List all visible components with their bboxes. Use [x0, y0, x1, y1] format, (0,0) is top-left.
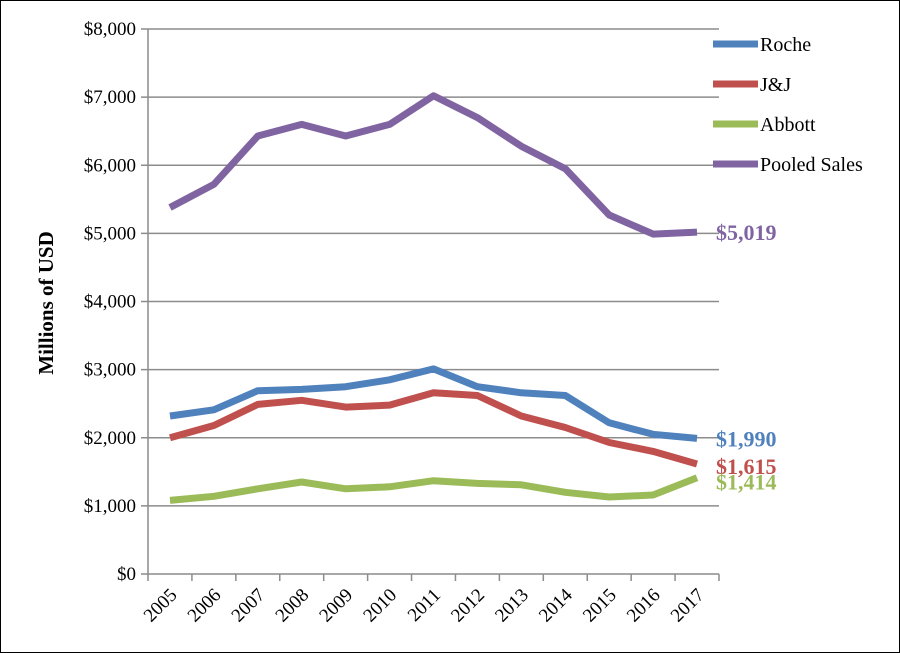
y-tick-label: $2,000 [84, 428, 136, 449]
y-tick-label: $4,000 [84, 292, 136, 313]
x-tick-label: 2011 [404, 585, 445, 626]
y-tick-label: $7,000 [84, 87, 136, 108]
x-tick-label: 2005 [140, 585, 182, 627]
x-tick-label: 2015 [579, 585, 621, 627]
legend-label-roche: Roche [760, 34, 811, 56]
y-tick-label: $1,000 [84, 496, 136, 517]
x-tick-label: 2017 [667, 585, 709, 627]
x-tick-label: 2008 [272, 585, 314, 627]
x-tick-label: 2007 [228, 585, 270, 627]
end-label-j-j: $1,615 [716, 454, 777, 479]
end-label-roche: $1,990 [716, 426, 777, 451]
x-tick-label: 2016 [623, 585, 665, 627]
x-tick-label: 2010 [359, 585, 401, 627]
x-tick-label: 2009 [315, 585, 357, 627]
y-tick-label: $5,000 [84, 223, 136, 244]
x-tick-label: 2014 [535, 584, 577, 626]
series-line-j-j [169, 389, 698, 468]
end-label-pooled-sales: $5,019 [716, 220, 777, 245]
legend-label-j-j: J&J [760, 74, 791, 96]
legend-label-pooled-sales: Pooled Sales [760, 154, 863, 176]
y-tick-label: $8,000 [84, 19, 136, 40]
series-line-abbott [169, 474, 699, 504]
y-axis-label: Millions of USD [34, 231, 58, 375]
x-tick-label: 2006 [184, 585, 226, 627]
y-tick-label: $3,000 [84, 360, 136, 381]
y-tick-label: $0 [117, 564, 136, 585]
y-tick-label: $6,000 [84, 155, 136, 176]
series-line-roche [169, 365, 698, 442]
x-tick-label: 2012 [447, 585, 489, 627]
end-label-abbott: $1,414 [716, 470, 777, 495]
series-line-pooled-sales [168, 92, 698, 238]
x-tick-label: 2013 [491, 585, 533, 627]
legend-label-abbott: Abbott [760, 114, 816, 136]
